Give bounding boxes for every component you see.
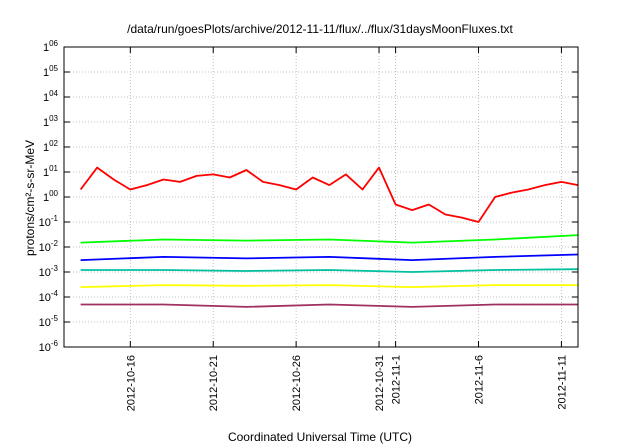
- x-tick-label: 2012-10-16: [125, 355, 137, 411]
- y-tick-label: 100: [43, 189, 59, 204]
- y-tick-label: 10-1: [39, 214, 59, 229]
- y-tick-label: 105: [43, 64, 59, 79]
- y-tick-label: 10-3: [39, 264, 59, 279]
- series-line: [80, 284, 578, 289]
- y-tick-label: 103: [43, 114, 59, 129]
- x-tick-label: 2012-11-11: [556, 355, 568, 410]
- x-axis-label: Coordinated Universal Time (UTC): [227, 430, 413, 444]
- y-tick-label: 102: [43, 139, 59, 154]
- series-line: [80, 268, 579, 273]
- y-tick-label: 10-4: [39, 289, 59, 304]
- chart-title: /data/run/goesPlots/archive/2012-11-11/f…: [127, 22, 513, 36]
- x-tick-label: 2012-11-1: [391, 355, 403, 404]
- plot-frame: [63, 46, 579, 348]
- series-line: [79, 166, 579, 223]
- y-tick-label: 106: [43, 39, 59, 54]
- x-tick-label: 2012-11-6: [474, 355, 486, 404]
- y-tick-label: 10-6: [39, 339, 59, 354]
- series-line: [80, 303, 578, 308]
- x-tick-label: 2012-10-31: [374, 355, 386, 411]
- y-tick-label: 104: [43, 89, 59, 104]
- x-tick-label: 2012-10-21: [208, 355, 220, 411]
- x-tick-label: 2012-10-26: [291, 355, 303, 411]
- y-tick-label: 10-2: [39, 239, 59, 254]
- y-tick-label: 101: [43, 164, 59, 179]
- series-line: [80, 253, 579, 262]
- y-tick-label: 10-5: [39, 314, 59, 329]
- series-line: [80, 234, 579, 244]
